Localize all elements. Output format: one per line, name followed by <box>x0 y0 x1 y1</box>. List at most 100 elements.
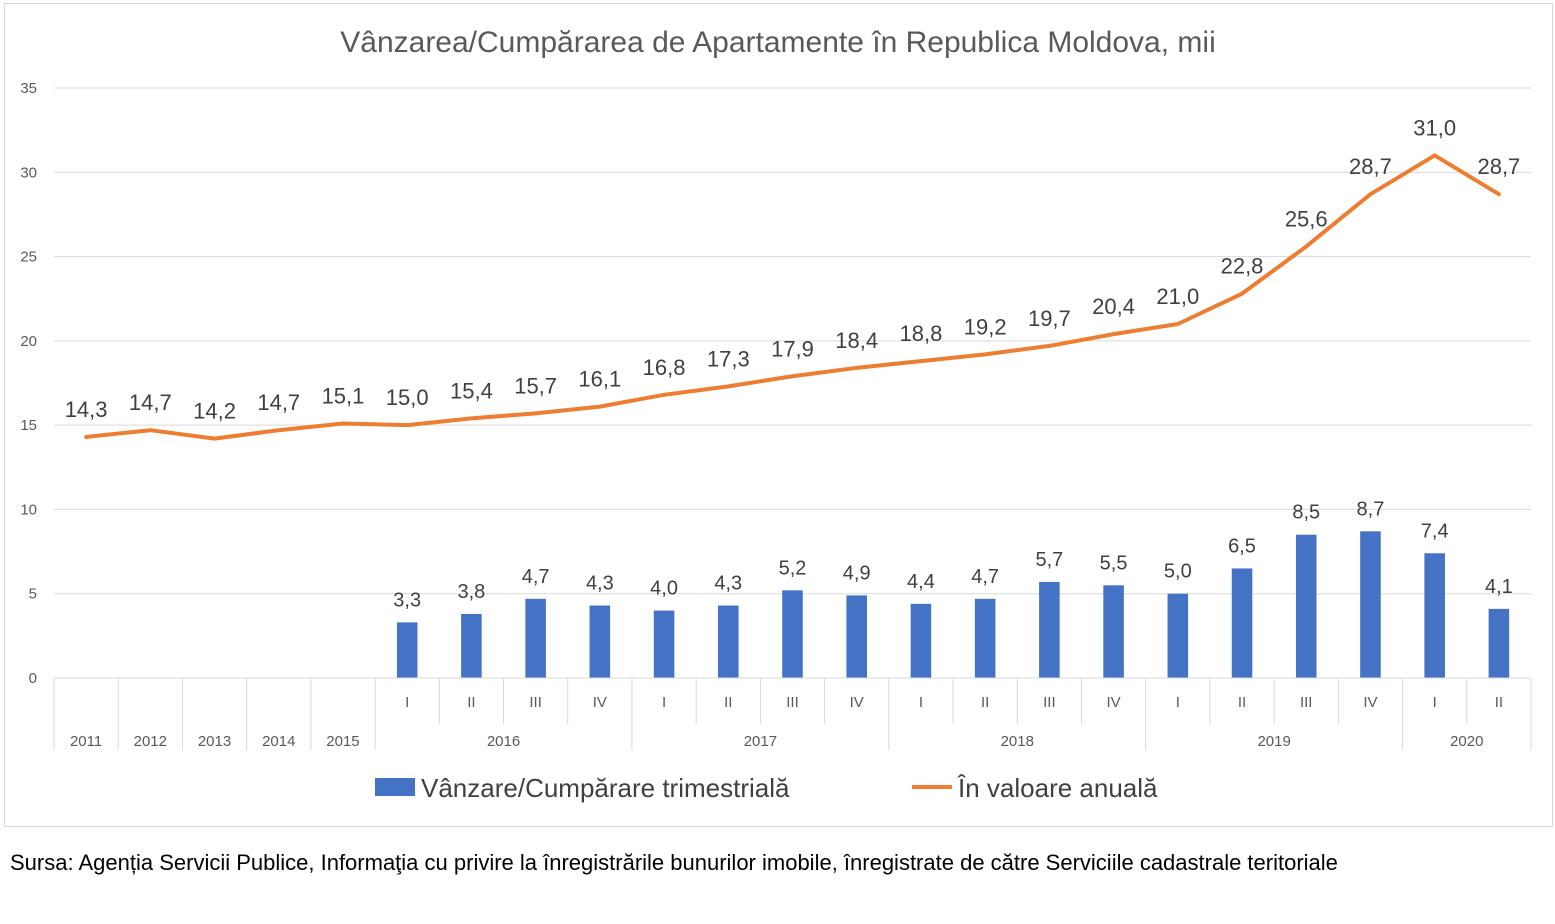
line-data-label: 31,0 <box>1413 115 1456 140</box>
bar-data-label: 5,0 <box>1164 561 1192 583</box>
gridlines <box>54 87 1531 595</box>
x-tick-label: IV <box>1106 694 1120 711</box>
line-data-label: 17,3 <box>707 346 750 371</box>
line-data-label: 20,4 <box>1092 294 1135 319</box>
line-data-label: 15,7 <box>514 373 557 398</box>
line-point <box>727 385 729 387</box>
bar-data-label: 4,0 <box>650 578 678 600</box>
bar <box>910 603 932 678</box>
y-tick-label: 20 <box>20 333 37 350</box>
line-point <box>85 436 87 438</box>
line-point <box>920 360 922 362</box>
y-tick-label: 25 <box>20 249 37 266</box>
x-tick-label: III <box>529 694 542 711</box>
bar <box>718 605 739 678</box>
line-point <box>1498 193 1500 195</box>
line-data-label: 19,2 <box>964 314 1007 339</box>
line-point <box>856 367 858 369</box>
bar <box>396 622 418 678</box>
bar <box>461 613 482 678</box>
bar-data-label: 7,4 <box>1421 520 1449 542</box>
x-group-label: 2019 <box>1257 733 1290 750</box>
x-group-label: 2016 <box>487 733 520 750</box>
line-point <box>1048 345 1050 347</box>
line-point <box>599 406 601 408</box>
line-data-label: 15,1 <box>322 383 365 408</box>
line-point <box>1241 293 1243 295</box>
bar-series: 3,3 3,8 4,7 4,3 4,0 4,3 5,2 4,9 4,4 4,7 5,7 5,5 5,0 6… <box>393 498 1513 678</box>
line-point <box>149 429 151 431</box>
bar <box>1039 581 1060 678</box>
y-tick-label: 30 <box>20 164 37 181</box>
bar-data-label: 4,7 <box>522 566 550 588</box>
bar-data-label: 6,5 <box>1228 535 1256 557</box>
chart: Vânzarea/Cumpărarea de Apartamente în Re… <box>20 26 1532 803</box>
bar-data-label: 4,9 <box>843 562 871 584</box>
line-point <box>535 412 537 414</box>
x-tick-label: III <box>1300 694 1313 711</box>
bar-data-label: 3,3 <box>393 589 421 611</box>
y-tick-label: 35 <box>20 80 37 97</box>
line-point <box>1434 154 1436 156</box>
line-point <box>663 394 665 396</box>
bar <box>1488 608 1510 678</box>
x-tick-label: I <box>662 694 666 711</box>
line-data-label: 22,8 <box>1221 254 1264 279</box>
bar <box>846 595 867 678</box>
line-data-label: 14,3 <box>65 397 108 422</box>
bar <box>1103 585 1124 678</box>
bar-data-label: 5,2 <box>779 557 807 579</box>
x-tick-label: II <box>1238 694 1246 711</box>
bar <box>1231 568 1253 678</box>
line-data-label: 14,2 <box>193 399 236 424</box>
line-point <box>1369 193 1371 195</box>
x-group-label: 2018 <box>1001 733 1034 750</box>
line-point <box>1305 245 1307 247</box>
bar-data-label: 8,7 <box>1357 498 1385 520</box>
x-group-label: 2020 <box>1450 733 1483 750</box>
bar-data-label: 5,5 <box>1100 552 1128 574</box>
line-data-label: 18,8 <box>900 321 943 346</box>
bar <box>653 610 675 678</box>
line-data-label: 28,7 <box>1349 154 1392 179</box>
legend-swatch-bars <box>375 778 415 796</box>
x-tick-label: II <box>467 694 475 711</box>
line-point <box>470 417 472 419</box>
x-tick-label: II <box>981 694 989 711</box>
line-point <box>1177 323 1179 325</box>
line-data-label: 15,0 <box>386 385 429 410</box>
line-point <box>984 353 986 355</box>
line-point <box>342 422 344 424</box>
x-tick-label: I <box>405 694 409 711</box>
x-tick-label: IV <box>1363 694 1377 711</box>
bar-data-label: 4,4 <box>907 571 935 593</box>
bar-data-label: 8,5 <box>1292 502 1320 524</box>
x-tick-label: I <box>1433 694 1437 711</box>
x-group-label: 2014 <box>262 733 295 750</box>
bar-data-label: 4,7 <box>971 566 999 588</box>
x-tick-label: III <box>1043 694 1056 711</box>
x-tick-label: I <box>1176 694 1180 711</box>
y-tick-label: 15 <box>20 417 37 434</box>
bar <box>1360 531 1381 678</box>
line-data-label: 16,1 <box>578 367 621 392</box>
bar-data-label: 4,3 <box>714 573 742 595</box>
x-group-label: 2012 <box>134 733 167 750</box>
y-axis: 0 5 10 15 20 25 30 35 <box>20 80 37 687</box>
line-point <box>792 375 793 377</box>
bar-data-label: 3,8 <box>458 581 486 603</box>
y-tick-label: 10 <box>20 501 37 518</box>
source-note: Sursa: Agenția Servicii Publice, Informa… <box>10 850 1338 875</box>
x-tick-label: II <box>1495 694 1503 711</box>
bar-data-label: 4,3 <box>586 573 614 595</box>
line-data-label: 19,7 <box>1028 306 1071 331</box>
x-tick-label: III <box>786 694 799 711</box>
line-data-label: 17,9 <box>771 336 814 361</box>
x-group-label: 2017 <box>744 733 777 750</box>
x-tick-label: IV <box>593 694 607 711</box>
line-data-label: 28,7 <box>1477 154 1520 179</box>
line-point <box>214 438 216 440</box>
y-tick-label: 5 <box>29 586 37 603</box>
line-data-label: 14,7 <box>129 390 172 415</box>
